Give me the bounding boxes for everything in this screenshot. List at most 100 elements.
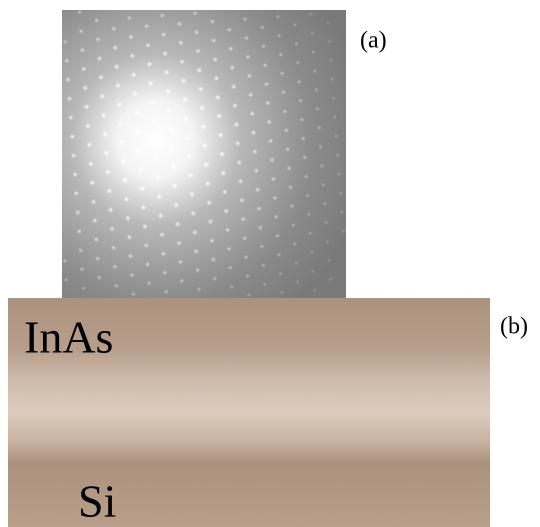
diffraction-spot: [129, 35, 132, 38]
diffraction-spot: [237, 161, 241, 165]
diffraction-spot: [133, 92, 137, 96]
diffraction-spot: [193, 231, 196, 234]
diffraction-spot: [219, 133, 223, 137]
diffraction-spot: [291, 205, 294, 208]
diffraction-spot: [166, 89, 170, 93]
diffraction-spot: [100, 94, 104, 98]
diffraction-spot: [183, 98, 187, 102]
diffraction-spot: [262, 264, 264, 266]
diffraction-spot: [167, 108, 171, 112]
diffraction-spot: [302, 137, 305, 140]
diffraction-spot: [76, 211, 79, 214]
diffraction-spot: [89, 162, 93, 166]
diffraction-spot: [229, 47, 232, 50]
diffraction-spot: [301, 118, 304, 121]
diffraction-spot: [286, 148, 289, 151]
diffraction-spot: [137, 148, 142, 153]
diffraction-spot: [162, 33, 165, 36]
diffraction-spot: [275, 215, 278, 218]
diffraction-spot: [338, 173, 340, 175]
diffraction-spot: [278, 34, 280, 36]
diffraction-spot: [328, 260, 330, 262]
diffraction-spot: [253, 150, 256, 153]
diffraction-spot: [319, 146, 321, 148]
diffraction-spot: [97, 38, 100, 41]
figure: (a) InAs Si (b): [0, 0, 540, 527]
diffraction-spot: [327, 241, 329, 243]
diffraction-spot: [83, 86, 87, 90]
diffraction-spot: [339, 192, 341, 194]
diffraction-spot: [189, 173, 193, 177]
diffraction-spot: [177, 241, 180, 244]
diffraction-spot: [95, 238, 98, 241]
diffraction-spot: [160, 233, 163, 236]
diffraction-spot: [96, 257, 99, 260]
diffraction-spot: [64, 260, 67, 263]
layer-label: Si: [78, 476, 116, 527]
diffraction-spot: [66, 78, 69, 81]
diffraction-spot: [182, 79, 186, 83]
diffraction-spot: [196, 49, 199, 52]
diffraction-spot: [329, 279, 331, 281]
diffraction-spot: [81, 268, 84, 271]
diffraction-spot: [145, 244, 148, 247]
diffraction-spot: [95, 19, 98, 22]
diffraction-spot: [295, 43, 297, 45]
diffraction-spot: [209, 220, 212, 223]
diffraction-spot: [239, 180, 242, 183]
diffraction-spot: [295, 262, 297, 264]
diffraction-spot: [195, 250, 198, 253]
diffraction-spot: [264, 64, 267, 67]
diffraction-spot: [288, 167, 291, 170]
diffraction-spot: [294, 24, 296, 26]
diffraction-spot: [146, 263, 149, 266]
diffraction-spot: [306, 194, 308, 196]
diffraction-spot: [184, 116, 188, 120]
diffraction-spot: [335, 135, 337, 137]
diffraction-spot: [165, 290, 168, 293]
diffraction-spot: [162, 252, 165, 255]
diffraction-spot: [281, 292, 283, 294]
diffraction-spot: [203, 144, 207, 148]
diffraction-spot: [142, 206, 146, 210]
diffraction-spot: [103, 132, 107, 136]
diffraction-spot: [283, 110, 286, 113]
diffraction-spot: [276, 234, 279, 237]
diffraction-spot: [129, 255, 132, 258]
diffraction-image: [62, 10, 346, 298]
diffraction-spot: [126, 216, 130, 220]
diffraction-spot: [217, 114, 221, 118]
diffraction-spot: [68, 97, 71, 100]
diffraction-spot: [246, 55, 249, 58]
diffraction-spot: [220, 152, 224, 156]
diffraction-spot: [151, 119, 156, 124]
diffraction-spot: [331, 78, 333, 80]
diffraction-spot: [109, 208, 113, 212]
diffraction-spot: [236, 142, 240, 146]
diffraction-spot: [259, 226, 262, 229]
diffraction-spot: [82, 67, 85, 70]
diffraction-spot: [268, 121, 271, 124]
diffraction-spot: [146, 44, 149, 47]
diffraction-spot: [154, 157, 159, 162]
diffraction-spot: [87, 143, 91, 147]
diffraction-spot: [248, 294, 250, 296]
diffraction-spot: [119, 121, 123, 125]
diffraction-spot: [226, 228, 229, 231]
diffraction-spot: [176, 222, 180, 226]
diffraction-spot: [312, 270, 314, 272]
diffraction-spot: [292, 224, 294, 226]
diffraction-spot: [311, 32, 313, 34]
diffraction-spot: [285, 129, 288, 132]
diffraction-spot: [212, 39, 215, 42]
diffraction-spot: [204, 163, 208, 167]
diffraction-spot: [195, 31, 198, 34]
diffraction-spot: [282, 91, 285, 94]
diffraction-spot: [262, 45, 265, 48]
diffraction-spot: [328, 40, 330, 42]
diffraction-spot: [279, 273, 281, 275]
diffraction-spot: [242, 218, 245, 221]
diffraction-spot: [216, 95, 220, 99]
panel-label: (b): [500, 314, 528, 340]
diffraction-spot: [279, 53, 282, 56]
